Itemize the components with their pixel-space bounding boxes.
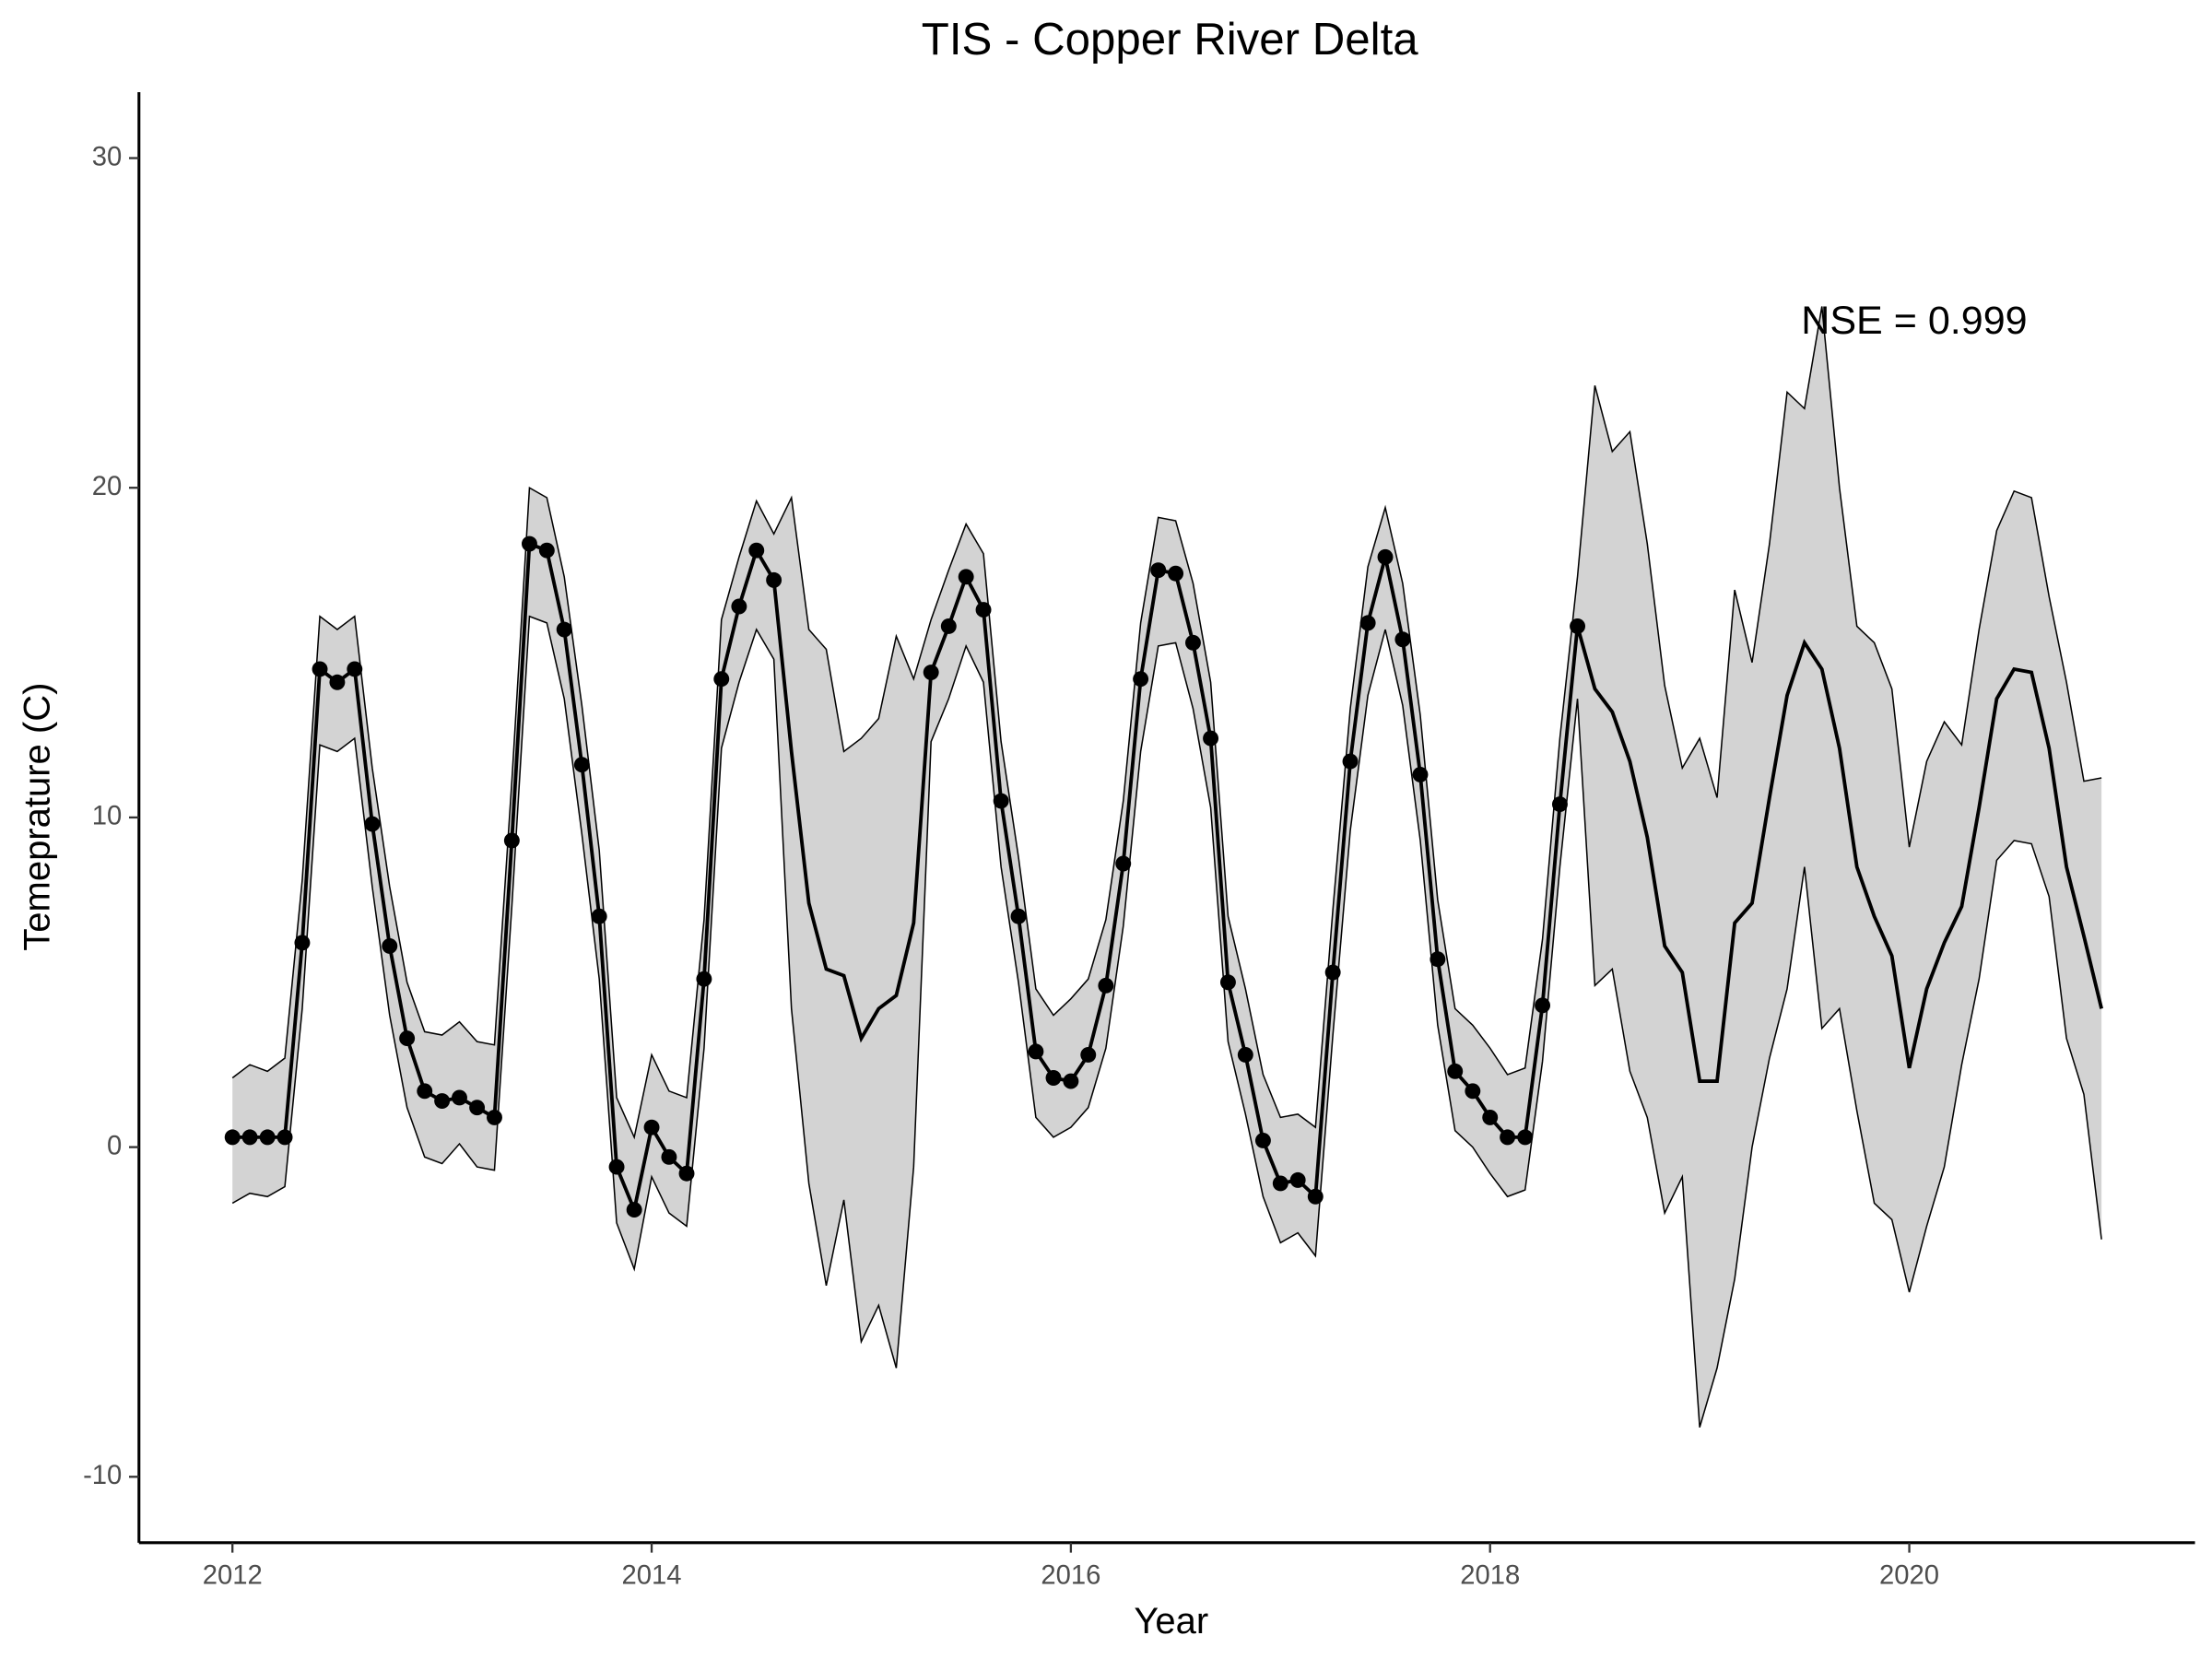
observed-point [1028,1043,1044,1060]
band-lower-edge [231,615,2102,1428]
x-tick-label: 2016 [1041,1560,1100,1590]
observed-point [1342,753,1359,770]
observed-point [626,1202,642,1218]
observed-point [1150,562,1167,579]
observed-point [1359,615,1376,631]
observed-point [993,793,1009,809]
observed-point [312,661,328,677]
observed-point [556,621,572,638]
observed-point [1412,766,1429,782]
observed-point [923,665,939,680]
observed-point [1377,548,1394,565]
annotation: NSE = 0.999 [1801,299,2027,343]
observed-point [1219,974,1236,991]
observed-point [643,1119,660,1135]
observed-point [1045,1070,1062,1086]
observed-point [713,671,730,688]
band-upper-edge [231,306,2102,1140]
observed-point [958,569,974,585]
observed-point [276,1129,293,1146]
observed-point [1517,1129,1534,1146]
observed-point [487,1109,502,1125]
observed-point [538,542,555,559]
observed-point [382,937,398,954]
observed-point [1394,631,1411,648]
observed-point [241,1129,258,1146]
x-tick-label: 2012 [203,1560,263,1590]
observed-point [1272,1175,1288,1192]
observed-point [417,1083,433,1100]
observed-point [329,674,346,690]
observed-point [364,816,381,832]
observed-point [1185,634,1201,651]
observed-point [399,1030,416,1047]
observed-point [452,1089,467,1106]
observed-point [748,542,765,559]
y-tick-label: 0 [107,1131,122,1160]
observed-point [1535,997,1551,1014]
observed-point [1133,671,1149,688]
observed-point [1551,796,1568,813]
observed-point [1203,730,1219,747]
observed-point [1307,1188,1324,1205]
observed-point [1168,565,1184,582]
observed-point [347,661,363,677]
x-axis-title: Year [1134,1601,1208,1641]
observed-point [1500,1129,1516,1146]
observed-point [1482,1109,1499,1125]
observed-point [608,1159,625,1175]
observed-point [678,1165,695,1182]
observed-point [469,1100,486,1116]
observed-point [259,1129,276,1146]
observed-point [294,935,311,951]
y-axis-title: Temeprature (C) [18,683,58,951]
observed-point [1115,855,1132,872]
x-tick-label: 2014 [622,1560,682,1590]
observed-point [1254,1133,1271,1148]
y-tick-label: 30 [92,142,123,171]
chart-title: TIS - Copper River Delta [922,14,1418,65]
observed-point [1430,951,1446,968]
observed-point [1080,1047,1097,1063]
observed-point [696,971,712,987]
observed-point [1324,964,1341,981]
observed-point [1465,1083,1481,1100]
observed-point [591,908,607,924]
observed-point [1447,1063,1464,1079]
observed-point [1289,1171,1306,1188]
observed-point [434,1093,451,1109]
observed-point [1237,1047,1253,1063]
x-tick-label: 2020 [1879,1560,1939,1590]
y-tick-label: 20 [92,472,123,501]
observed-point [661,1148,677,1165]
observed-point [975,602,992,618]
observed-point [224,1129,241,1146]
observed-point [731,598,747,615]
observed-point [940,618,957,634]
band-area [232,306,2102,1428]
observed-point [503,832,520,849]
observed-point [521,535,537,552]
observed-point [1098,977,1114,994]
y-tick-label: -10 [83,1461,122,1490]
observed-point [1010,908,1027,924]
observed-point [1570,618,1586,634]
x-tick-label: 2018 [1460,1560,1520,1590]
y-tick-label: 10 [92,802,123,831]
observed-point [1063,1073,1079,1089]
observed-point [766,571,782,588]
observed-point [573,757,590,773]
